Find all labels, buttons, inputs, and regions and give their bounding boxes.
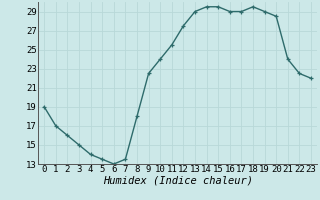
X-axis label: Humidex (Indice chaleur): Humidex (Indice chaleur) [103, 176, 252, 186]
